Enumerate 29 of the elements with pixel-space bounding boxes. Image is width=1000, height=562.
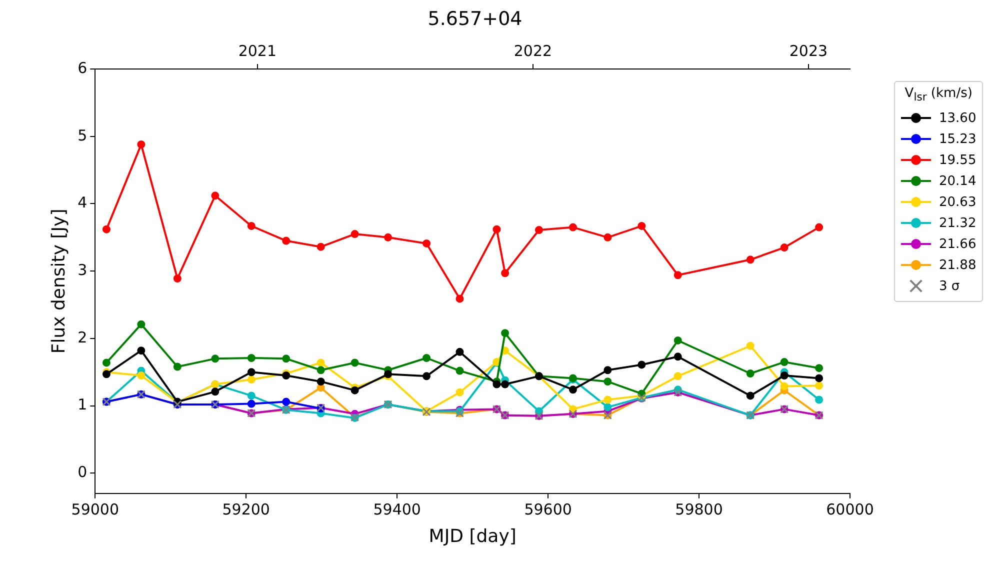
legend-label: 20.63 xyxy=(939,194,976,210)
legend-label: 3 σ xyxy=(939,278,960,294)
legend-label: 15.23 xyxy=(939,132,976,147)
y-tick-label: 5 xyxy=(78,126,88,144)
x-tick-label: 59800 xyxy=(675,500,723,518)
legend-label: 21.66 xyxy=(939,236,976,252)
x2-tick-label: 2023 xyxy=(789,42,828,60)
x-tick-label: 60000 xyxy=(826,500,874,518)
legend-label: 20.14 xyxy=(939,174,976,189)
x-tick-label: 59600 xyxy=(524,500,572,518)
x-tick-label: 59000 xyxy=(71,500,120,518)
chart-title: 5.657+04 xyxy=(426,8,524,30)
legend-label: 19.55 xyxy=(939,152,976,168)
y-tick-label: 3 xyxy=(78,260,88,279)
y-tick-label: 4 xyxy=(78,194,88,212)
x-tick-label: 59400 xyxy=(373,500,421,518)
y-tick-label: 6 xyxy=(78,58,88,77)
y-tick-label: 2 xyxy=(78,328,88,346)
x2-tick-label: 2022 xyxy=(514,42,552,60)
y-axis-title: Flux density [Jy] xyxy=(48,208,70,354)
y-tick-label: 0 xyxy=(78,463,88,482)
legend-title: V$_{lsr}$ (km/s) xyxy=(904,86,974,104)
x-tick-label: 59200 xyxy=(222,500,270,518)
legend-label: 21.88 xyxy=(939,258,976,273)
x-axis-title: MJD [day] xyxy=(428,526,516,547)
y-tick-label: 1 xyxy=(78,396,88,414)
legend-label: 21.32 xyxy=(939,216,976,231)
legend-label: 13.60 xyxy=(939,110,976,126)
x2-tick-label: 2021 xyxy=(238,42,277,60)
